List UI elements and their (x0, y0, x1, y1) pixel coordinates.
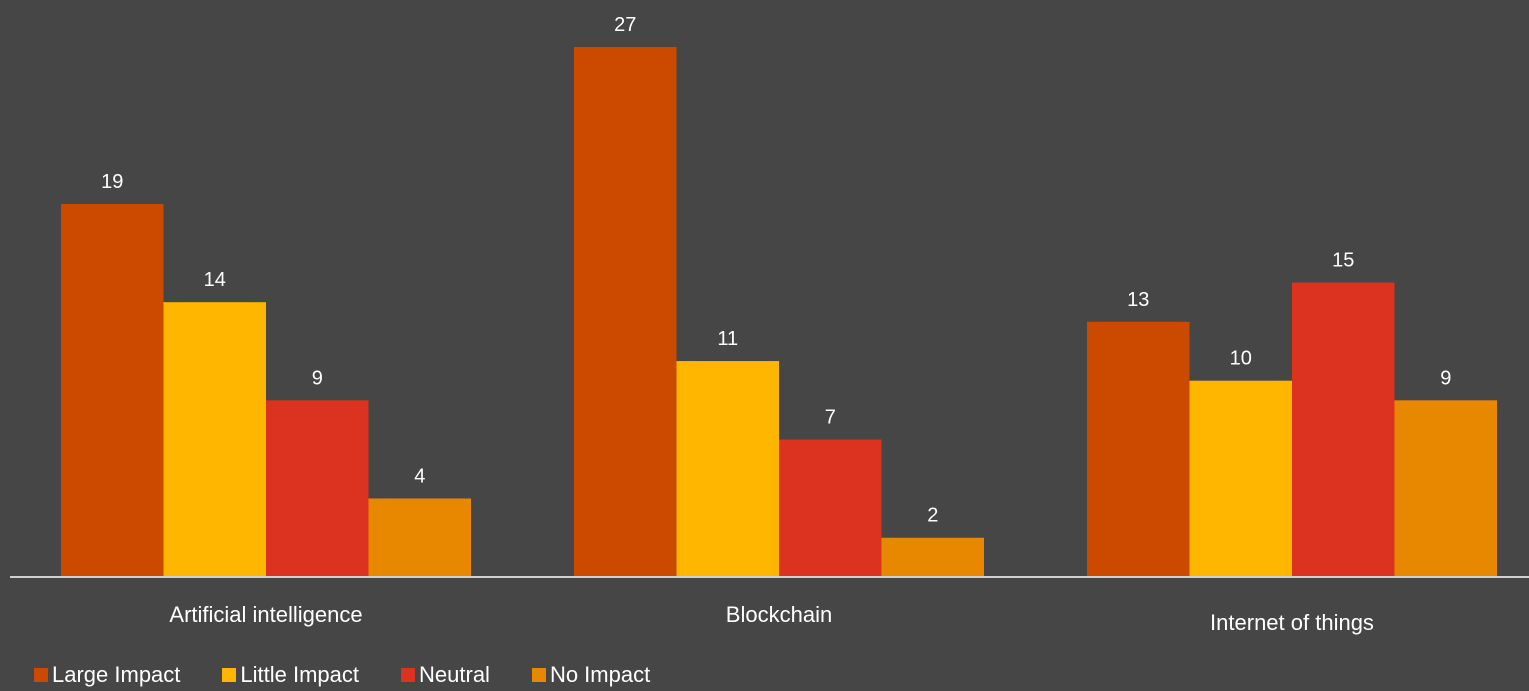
category-labels-layer: Artificial intelligence Blockchain Interne… (169, 602, 1374, 635)
legend-label-no-impact: No Impact (549, 662, 651, 687)
category-label-internet-of-things: Internet of things (1210, 610, 1374, 635)
bar-internet-of-things-neutral (1292, 282, 1395, 577)
legend-item-large-impact: Large Impact (34, 663, 180, 687)
legend-item-little-impact: Little Impact (222, 663, 359, 687)
category-label-artificial-intelligence: Artificial intelligence (169, 602, 362, 627)
value-label-artificial-intelligence-large-impact: 19 (101, 171, 123, 193)
bar-blockchain-neutral (779, 439, 882, 577)
legend-item-neutral: Neutral (401, 663, 490, 687)
value-labels-layer: 19 14 9 4 27 11 7 2 13 10 15 9 (101, 14, 1451, 527)
legend-item-no-impact: No Impact (531, 662, 651, 687)
legend-swatch-neutral (401, 668, 416, 682)
value-label-blockchain-little-impact: 11 (717, 328, 738, 350)
bar-blockchain-little-impact (676, 361, 779, 577)
bar-internet-of-things-no-impact (1394, 400, 1497, 577)
value-label-internet-of-things-large-impact: 13 (1127, 289, 1149, 311)
category-label-blockchain: Blockchain (726, 602, 832, 627)
bar-artificial-intelligence-large-impact (61, 204, 164, 577)
value-label-artificial-intelligence-little-impact: 14 (204, 269, 226, 291)
value-label-artificial-intelligence-no-impact: 4 (414, 465, 425, 487)
bar-internet-of-things-little-impact (1189, 380, 1292, 577)
value-label-blockchain-no-impact: 2 (927, 505, 938, 527)
bar-internet-of-things-large-impact (1087, 321, 1190, 577)
value-label-internet-of-things-neutral: 15 (1332, 250, 1354, 272)
bar-blockchain-no-impact (881, 537, 984, 577)
legend-label-neutral: Neutral (419, 662, 490, 687)
value-label-blockchain-neutral: 7 (825, 407, 836, 429)
bar-artificial-intelligence-no-impact (368, 498, 471, 577)
value-label-artificial-intelligence-neutral: 9 (312, 367, 323, 389)
legend-label-little-impact: Little Impact (240, 662, 360, 687)
bar-artificial-intelligence-little-impact (163, 302, 266, 577)
legend: Large Impact Little Impact Neutral No Im… (34, 663, 692, 687)
legend-label-large-impact: Large Impact (52, 662, 181, 687)
legend-swatch-little-impact (222, 668, 237, 682)
value-label-blockchain-large-impact: 27 (614, 14, 636, 36)
bar-blockchain-large-impact (574, 46, 677, 578)
value-label-internet-of-things-little-impact: 10 (1230, 348, 1252, 370)
value-label-internet-of-things-no-impact: 9 (1440, 367, 1451, 389)
legend-swatch-large-impact (34, 668, 48, 682)
legend-swatch-no-impact (531, 668, 546, 682)
bars-layer (61, 46, 1497, 578)
bar-artificial-intelligence-neutral (266, 400, 369, 577)
